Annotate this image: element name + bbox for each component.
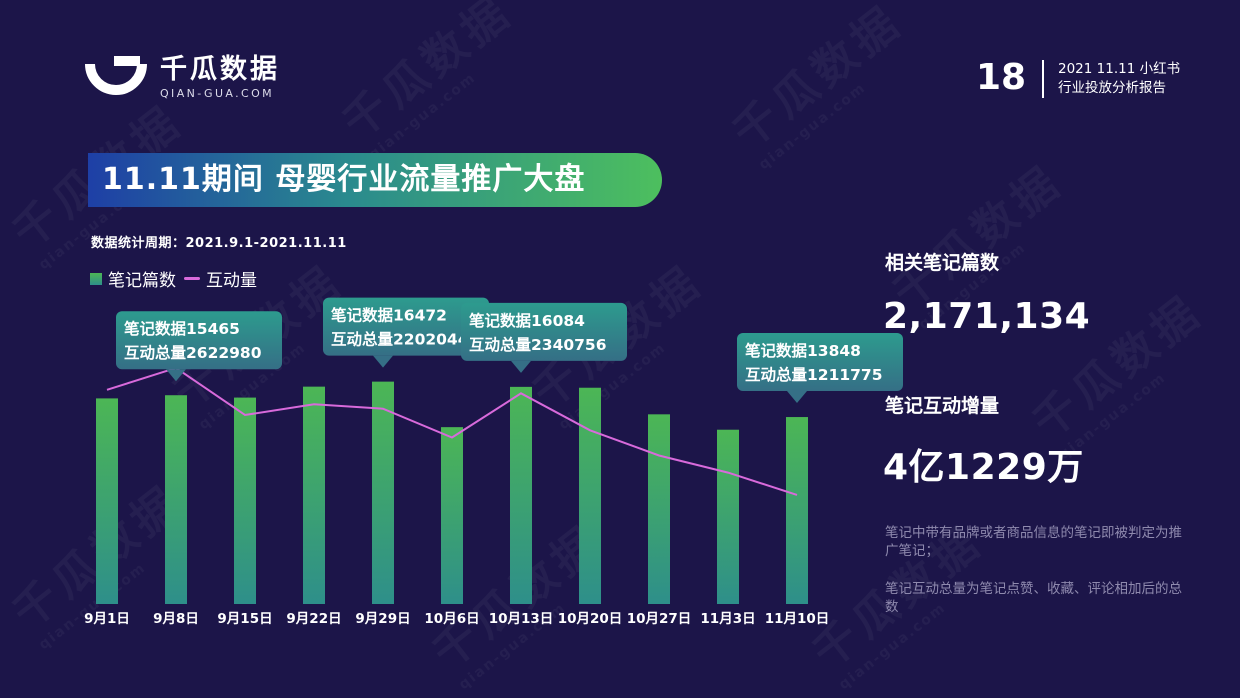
brand-domain: QIAN-GUA.COM: [160, 86, 275, 100]
x-tick-label: 10月20日: [558, 611, 623, 627]
x-tick-label: 9月1日: [84, 611, 130, 627]
callout-notes-text: 笔记数据13848: [745, 341, 861, 360]
x-tick-label: 11月3日: [700, 611, 755, 627]
x-tick-label: 9月29日: [355, 611, 410, 627]
brand-name: 千瓜数据: [160, 53, 280, 85]
report-title-line1: 2021 11.11 小红书: [1058, 61, 1181, 77]
callout-interaction-text: 互动总量2622980: [124, 343, 262, 362]
x-tick-label: 10月27日: [627, 611, 692, 627]
data-callout: 笔记数据16084 互动总量2340756: [461, 302, 627, 373]
x-tick-label: 9月15日: [217, 611, 272, 627]
x-tick-label: 9月22日: [286, 611, 341, 627]
report-title: 2021 11.11 小红书 行业投放分析报告: [1058, 60, 1180, 98]
bar-5: [441, 427, 463, 604]
notes-count-value: 2,171,134: [883, 296, 1091, 337]
callout-notes-text: 笔记数据16472: [331, 306, 447, 325]
stat-period: 数据统计周期：2021.9.1-2021.11.11: [91, 236, 347, 251]
brand-logo: 千瓜数据 QIAN-GUA.COM: [84, 52, 280, 102]
x-tick-label: 10月6日: [424, 611, 479, 627]
bar-2: [234, 397, 256, 604]
data-callout: 笔记数据15465 互动总量2622980: [116, 311, 282, 382]
x-tick-label: 11月10日: [765, 611, 830, 627]
bar-10: [786, 417, 808, 604]
page-title: 11.11期间 母婴行业流量推广大盘: [102, 162, 586, 197]
bar-0: [96, 398, 118, 604]
data-callout: 笔记数据16472 互动总量2202044: [323, 297, 489, 368]
legend-bar-swatch: [90, 272, 102, 285]
callout-interaction-text: 互动总量2340756: [469, 335, 607, 354]
x-tick-label: 10月13日: [489, 611, 554, 627]
bar-7: [579, 387, 601, 604]
footnote-promo-definition: 笔记中带有品牌或者商品信息的笔记即被判定为推广笔记；: [885, 525, 1182, 559]
page-number: 18: [976, 57, 1027, 98]
x-tick-label: 9月8日: [153, 611, 199, 627]
chart-legend: 笔记篇数 互动量: [90, 266, 257, 291]
bar-9: [717, 429, 739, 604]
bar-4: [372, 381, 394, 604]
notes-count-label: 相关笔记篇数: [885, 252, 1000, 274]
legend-bar-label: 笔记篇数: [108, 271, 176, 291]
interaction-value: 4亿1229万: [883, 447, 1084, 488]
legend-line-swatch: [184, 277, 200, 280]
callout-interaction-text: 互动总量2202044: [331, 330, 469, 349]
title-banner: 11.11期间 母婴行业流量推广大盘: [88, 153, 662, 207]
bar-3: [303, 386, 325, 604]
callout-interaction-text: 互动总量1211775: [745, 365, 883, 384]
bar-1: [165, 395, 187, 604]
footnote-interaction-definition: 笔记互动总量为笔记点赞、收藏、评论相加后的总数: [885, 581, 1182, 615]
header-divider: [1042, 60, 1044, 98]
callout-notes-text: 笔记数据15465: [124, 319, 240, 338]
bar-6: [510, 386, 532, 604]
bar-8: [648, 414, 670, 604]
callout-notes-text: 笔记数据16084: [469, 311, 585, 330]
logo-mark-icon: [85, 56, 147, 95]
legend-line-label: 互动量: [206, 271, 257, 291]
report-title-line2: 行业投放分析报告: [1058, 80, 1166, 96]
interaction-label: 笔记互动增量: [885, 395, 1000, 417]
data-callout: 笔记数据13848 互动总量1211775: [737, 333, 903, 404]
